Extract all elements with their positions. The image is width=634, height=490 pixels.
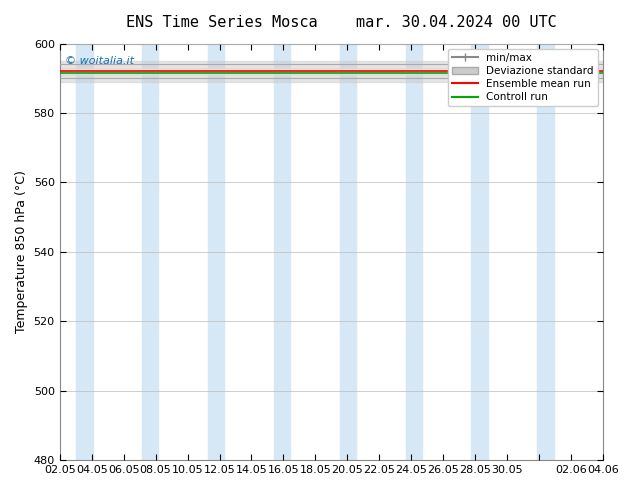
Y-axis label: Temperature 850 hPa (°C): Temperature 850 hPa (°C) (15, 171, 28, 333)
Bar (76, 44, 93, 460)
Bar (406, 44, 422, 460)
Legend: min/max, Deviazione standard, Ensemble mean run, Controll run: min/max, Deviazione standard, Ensemble m… (448, 49, 598, 106)
Bar (471, 44, 488, 460)
Bar (537, 44, 553, 460)
Bar (340, 44, 356, 460)
Text: © woitalia.it: © woitalia.it (65, 56, 134, 66)
Text: mar. 30.04.2024 00 UTC: mar. 30.04.2024 00 UTC (356, 15, 557, 30)
Bar (142, 44, 158, 460)
Bar (208, 44, 224, 460)
Text: ENS Time Series Mosca: ENS Time Series Mosca (126, 15, 318, 30)
Bar (274, 44, 290, 460)
